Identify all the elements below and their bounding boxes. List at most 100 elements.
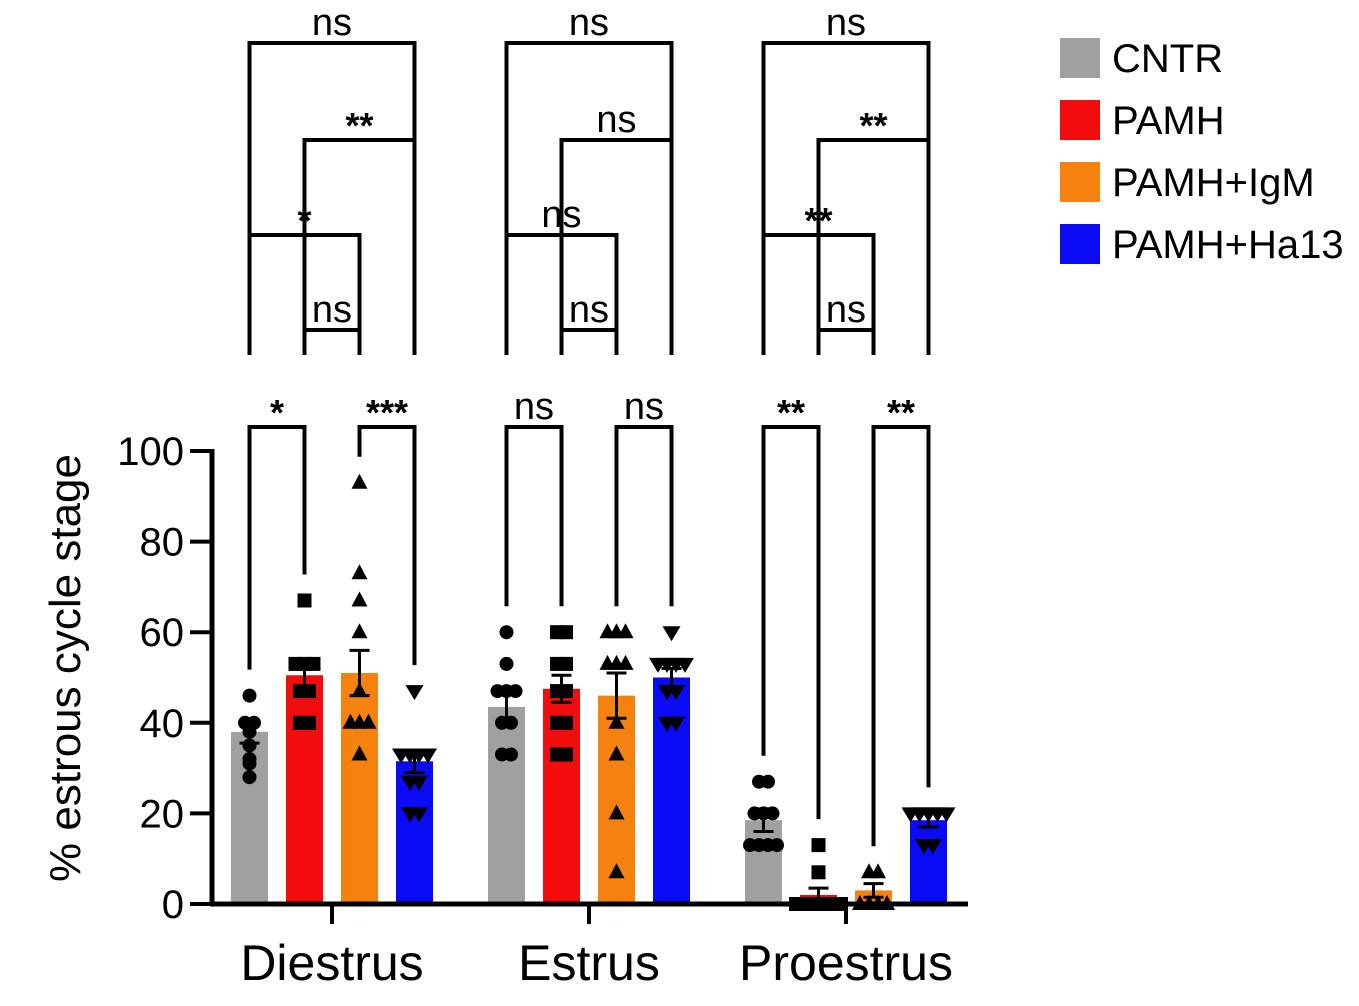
y-tick-label-20: 20 xyxy=(140,792,185,836)
sig-bracket-proestrus-cntr-vs-pamh-ha13 xyxy=(761,41,931,355)
data-point-estrus-cntr-1 xyxy=(499,656,514,671)
error-bar-proestrus-pamh-igm xyxy=(863,882,884,899)
data-point-estrus-pamh-igm-7 xyxy=(608,745,625,761)
data-point-diestrus-pamh-igm-3 xyxy=(351,623,368,639)
data-point-estrus-pamh-ha13-4 xyxy=(676,657,694,673)
legend-label-pamh-igm: PAMH+IgM xyxy=(1112,161,1315,205)
sig-bracket-estrus-pamh-vs-pamh-igm-label: ns xyxy=(569,289,609,331)
sig-bracket-estrus-pamh-vs-pamh-ha13-label: ns xyxy=(596,99,636,141)
data-point-estrus-pamh-igm-9 xyxy=(608,863,625,879)
legend: CNTR PAMH PAMH+IgM PAMH+Ha13 xyxy=(1060,37,1344,267)
bar-estrus-cntr xyxy=(488,706,525,904)
data-point-proestrus-pamh-ha13-4 xyxy=(937,807,956,823)
data-point-diestrus-cntr-8 xyxy=(242,770,257,785)
data-point-diestrus-pamh-igm-2 xyxy=(351,591,368,607)
y-tick-label-40: 40 xyxy=(140,702,185,746)
sig-bracket-proestrus-pamh-vs-pamh-igm-label: ns xyxy=(826,289,866,331)
data-point-estrus-pamh-igm-6 xyxy=(608,713,625,729)
data-point-estrus-cntr-0 xyxy=(499,625,514,640)
bars-layer xyxy=(231,672,947,904)
bar-diestrus-pamh-igm xyxy=(341,672,378,904)
data-point-proestrus-cntr-4 xyxy=(765,806,780,821)
data-point-proestrus-cntr-8 xyxy=(770,838,784,853)
sig-bracket-proestrus-cntr-vs-pamh-ha13-label: ns xyxy=(826,2,866,44)
sig-bracket-diestrus-pamh-vs-pamh-igm-label: ns xyxy=(312,289,352,331)
sig-bracket-estrus-cntr-vs-pamh xyxy=(504,425,564,607)
axes-layer: 0 20 40 60 80 100 Diestrus Estrus Proestrus % est… xyxy=(41,430,968,991)
data-point-diestrus-pamh-ha13-0 xyxy=(405,685,424,701)
y-axis-title: % estrous cycle stage xyxy=(41,454,90,882)
data-point-diestrus-cntr-4 xyxy=(242,724,257,739)
y-tick-label-0: 0 xyxy=(162,883,184,927)
data-point-estrus-cntr-6 xyxy=(504,715,518,730)
sig-bracket-diestrus-pamh-vs-pamh-igm xyxy=(302,328,362,355)
data-point-diestrus-pamh-igm-4 xyxy=(351,682,368,698)
data-point-proestrus-pamh-ha13-6 xyxy=(924,839,942,855)
legend-swatch-pamh-ha13 xyxy=(1060,224,1100,264)
sig-bracket-diestrus-cntr-vs-pamh xyxy=(247,425,307,670)
data-point-proestrus-pamh-1 xyxy=(811,865,826,880)
data-point-diestrus-pamh-igm-0 xyxy=(351,473,368,489)
data-point-estrus-cntr-4 xyxy=(508,684,523,699)
x-category-label-diestrus: Diestrus xyxy=(240,935,423,991)
x-category-label-proestrus: Proestrus xyxy=(739,935,953,991)
data-point-estrus-pamh-9 xyxy=(559,747,573,762)
legend-label-cntr: CNTR xyxy=(1112,37,1223,81)
data-point-diestrus-pamh-ha13-6 xyxy=(410,775,428,791)
sig-bracket-proestrus-pamh-vs-pamh-ha13-label: ** xyxy=(859,105,887,146)
sig-bracket-diestrus-cntr-vs-pamh-label: * xyxy=(270,392,284,433)
sig-bracket-proestrus-pamh-vs-pamh-igm xyxy=(816,328,876,355)
data-point-estrus-pamh-ha13-6 xyxy=(667,685,685,701)
sig-bracket-estrus-pamh-igm-vs-pamh-ha13 xyxy=(614,425,674,607)
data-point-estrus-pamh-5 xyxy=(559,684,573,699)
legend-swatch-cntr xyxy=(1060,38,1100,78)
sig-bracket-diestrus-cntr-vs-pamh-ha13 xyxy=(247,41,417,355)
sig-bracket-diestrus-cntr-vs-pamh-ha13-label: ns xyxy=(312,2,352,44)
data-point-diestrus-pamh-5 xyxy=(302,684,316,699)
legend-swatch-pamh-igm xyxy=(1060,162,1100,202)
bar-proestrus-cntr xyxy=(745,820,782,904)
sig-bracket-diestrus-pamh-igm-vs-pamh-ha13 xyxy=(357,425,417,666)
x-category-label-estrus: Estrus xyxy=(518,935,660,991)
sig-bracket-diestrus-pamh-igm-vs-pamh-ha13-label: *** xyxy=(366,392,408,433)
data-point-estrus-pamh-igm-5 xyxy=(617,654,634,670)
data-point-diestrus-pamh-3 xyxy=(306,656,321,671)
sig-bracket-proestrus-pamh-igm-vs-pamh-ha13 xyxy=(871,425,931,847)
data-point-diestrus-pamh-ha13-8 xyxy=(410,807,428,823)
data-point-diestrus-pamh-igm-1 xyxy=(351,564,368,580)
data-point-proestrus-pamh-igm-1 xyxy=(870,863,886,879)
y-tick-label-80: 80 xyxy=(140,521,185,565)
sig-bracket-estrus-pamh-igm-vs-pamh-ha13-label: ns xyxy=(624,386,664,428)
sig-bracket-estrus-cntr-vs-pamh-ha13 xyxy=(504,41,674,355)
legend-label-pamh: PAMH xyxy=(1112,99,1225,143)
data-point-estrus-pamh-3 xyxy=(559,656,573,671)
data-point-estrus-pamh-1 xyxy=(559,625,573,640)
data-point-estrus-pamh-igm-8 xyxy=(608,804,625,820)
legend-label-pamh-ha13: PAMH+Ha13 xyxy=(1112,223,1344,267)
data-point-estrus-cntr-8 xyxy=(504,747,518,762)
data-point-diestrus-pamh-7 xyxy=(302,715,316,730)
data-point-estrus-pamh-7 xyxy=(559,715,573,730)
data-point-proestrus-cntr-1 xyxy=(761,774,775,789)
y-tick-label-60: 60 xyxy=(140,611,185,655)
data-point-diestrus-pamh-0 xyxy=(297,593,312,608)
data-point-diestrus-cntr-5 xyxy=(242,738,257,753)
data-point-estrus-pamh-igm-2 xyxy=(617,623,634,639)
data-point-estrus-pamh-ha13-0 xyxy=(662,626,681,642)
sig-bracket-proestrus-pamh-igm-vs-pamh-ha13-label: ** xyxy=(887,392,915,433)
sig-bracket-diestrus-pamh-vs-pamh-ha13-label: ** xyxy=(345,105,373,146)
sig-bracket-proestrus-cntr-vs-pamh-label: ** xyxy=(777,392,805,433)
data-point-proestrus-pamh-0 xyxy=(811,838,826,853)
bar-proestrus-pamh-ha13 xyxy=(910,820,947,904)
sig-bracket-estrus-cntr-vs-pamh-ha13-label: ns xyxy=(569,2,609,44)
data-point-diestrus-pamh-igm-8 xyxy=(351,745,368,761)
bar-diestrus-pamh-ha13 xyxy=(396,761,433,904)
data-point-diestrus-pamh-ha13-4 xyxy=(419,748,437,764)
bar-diestrus-pamh xyxy=(286,675,323,904)
data-point-diestrus-cntr-7 xyxy=(242,756,257,771)
sig-bracket-proestrus-cntr-vs-pamh xyxy=(761,425,821,820)
bar-estrus-pamh-ha13 xyxy=(653,677,690,904)
data-point-estrus-pamh-ha13-8 xyxy=(667,716,685,732)
